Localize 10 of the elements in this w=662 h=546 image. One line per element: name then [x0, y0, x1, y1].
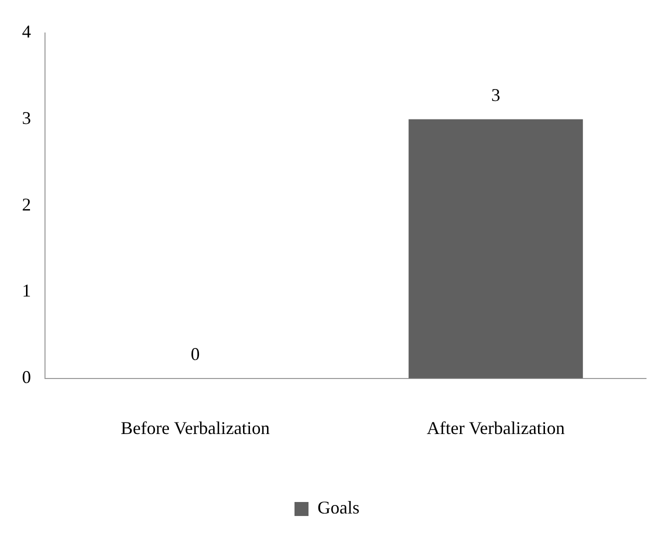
- x-tick-label: After Verbalization: [426, 418, 565, 438]
- y-tick-label: 4: [22, 22, 31, 42]
- x-tick-label: Before Verbalization: [120, 418, 270, 438]
- legend-label: Goals: [318, 498, 360, 518]
- y-tick-label: 1: [22, 280, 31, 301]
- y-tick-label: 0: [22, 367, 31, 388]
- data-label: 0: [190, 344, 200, 364]
- y-tick-label: 2: [22, 194, 31, 214]
- data-label: 3: [491, 84, 500, 105]
- y-tick-label: 3: [22, 108, 31, 128]
